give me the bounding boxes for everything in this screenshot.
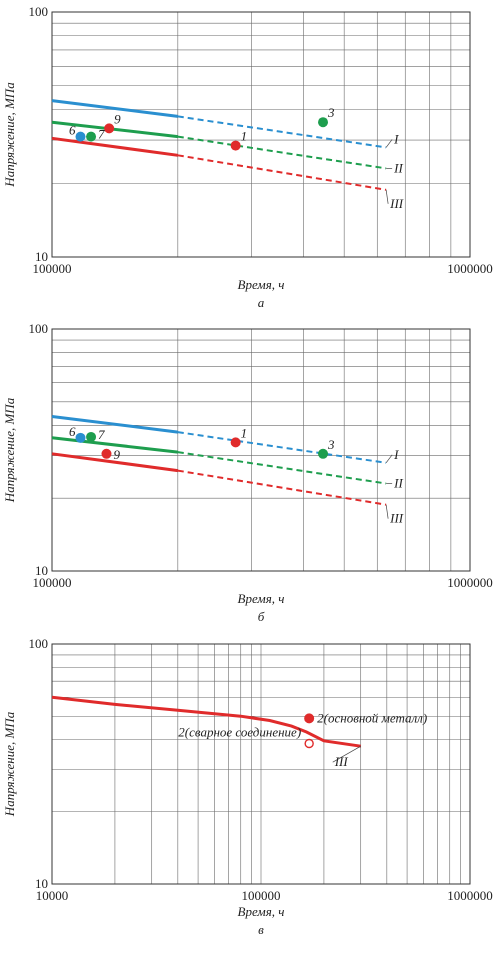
series-label-leader	[385, 454, 393, 463]
series-dashed-extrapolation	[177, 469, 387, 506]
x-tick-label: 100000	[33, 261, 72, 276]
series-I: I	[51, 99, 399, 149]
chart-panel-1: 10 100 100000 1000000 Время, ч Напряжение, МП…	[2, 4, 493, 310]
point-label: 7	[98, 427, 105, 442]
grid	[52, 329, 470, 571]
series-III: III	[51, 452, 404, 526]
x-axis-label: Время, ч	[238, 591, 285, 606]
x-axis-label: Время, ч	[238, 904, 285, 919]
data-point	[304, 713, 315, 724]
y-tick-label: 100	[29, 321, 49, 336]
data-point	[75, 432, 86, 443]
series-III: III	[51, 136, 404, 211]
series-label: II	[393, 475, 403, 490]
x-tick-label: 1000000	[447, 575, 493, 590]
point-label: 3	[327, 105, 335, 120]
series-solid-line	[51, 99, 178, 118]
data-point	[101, 448, 112, 459]
x-tick-label: 100000	[33, 575, 72, 590]
data-point	[318, 117, 329, 128]
series-label: I	[393, 447, 399, 462]
series-label-leader	[385, 189, 389, 204]
series-dashed-extrapolation	[177, 451, 387, 485]
y-tick-label: 100	[29, 4, 49, 19]
panel-label: в	[258, 922, 264, 937]
panel-label: а	[258, 295, 265, 310]
point-label: 6	[69, 424, 76, 439]
point-label: 2(основной металл)	[317, 710, 427, 725]
data-point	[86, 431, 97, 442]
data-point	[104, 123, 115, 134]
point-label: 1	[241, 129, 248, 144]
data-point	[230, 140, 241, 151]
x-tick-label: 1000000	[447, 888, 493, 903]
y-tick-label: 100	[29, 636, 49, 651]
series-solid-line	[51, 436, 178, 454]
series-label: II	[393, 160, 403, 175]
series-solid-line	[51, 415, 178, 434]
y-axis-label: Напряжение, МПа	[2, 711, 17, 817]
series-dashed-extrapolation	[177, 154, 387, 191]
chart-panel-2: 10 100 100000 1000000 Время, ч Напряжение, МП…	[2, 321, 493, 624]
x-tick-label: 100000	[242, 888, 281, 903]
point-label: 9	[113, 447, 120, 462]
data-point	[318, 448, 329, 459]
point-label: 9	[114, 111, 121, 126]
series-solid-line	[51, 120, 178, 139]
y-axis-label: Напряжение, МПа	[2, 397, 17, 503]
point-label: 7	[98, 127, 105, 142]
series-solid-line	[51, 452, 178, 473]
series-label: III	[389, 196, 404, 211]
series-label: III	[389, 511, 404, 526]
data-point	[75, 131, 86, 142]
series-III: III	[51, 695, 361, 769]
series-dashed-extrapolation	[177, 431, 387, 464]
series-label-leader	[385, 504, 389, 519]
data-point	[86, 131, 97, 142]
series-I: I	[51, 415, 399, 464]
series-solid-line	[51, 695, 361, 748]
point-label: 2(сварное соединение)	[178, 724, 301, 739]
grid	[52, 644, 470, 884]
series-label: III	[334, 754, 349, 769]
x-tick-label: 10000	[36, 888, 69, 903]
series-dashed-extrapolation	[177, 115, 387, 149]
series-label-leader	[385, 139, 393, 148]
plot-frame	[51, 11, 471, 258]
series-label: I	[393, 131, 399, 146]
series-II: II	[51, 120, 403, 175]
panel-label: б	[258, 609, 265, 624]
series-solid-line	[51, 136, 179, 157]
data-point	[304, 738, 314, 749]
y-tick-label: 10	[35, 563, 48, 578]
grid	[52, 12, 470, 257]
series-label-leader	[332, 745, 361, 763]
x-axis-label: Время, ч	[238, 277, 285, 292]
point-label: 6	[69, 123, 76, 138]
y-tick-label: 10	[35, 249, 48, 264]
plot-frame	[51, 643, 471, 885]
point-label: 1	[241, 425, 248, 440]
y-tick-label: 10	[35, 876, 48, 891]
series-dashed-extrapolation	[177, 135, 387, 170]
plot-frame	[51, 328, 471, 572]
x-tick-label: 1000000	[447, 261, 493, 276]
data-point	[230, 437, 241, 448]
point-label: 3	[327, 437, 335, 452]
chart-panel-3: 10 100 10000 100000 1000000 Время, ч Напряжени…	[2, 636, 493, 937]
series-II: II	[51, 436, 403, 490]
y-axis-label: Напряжение, МПа	[2, 82, 17, 188]
